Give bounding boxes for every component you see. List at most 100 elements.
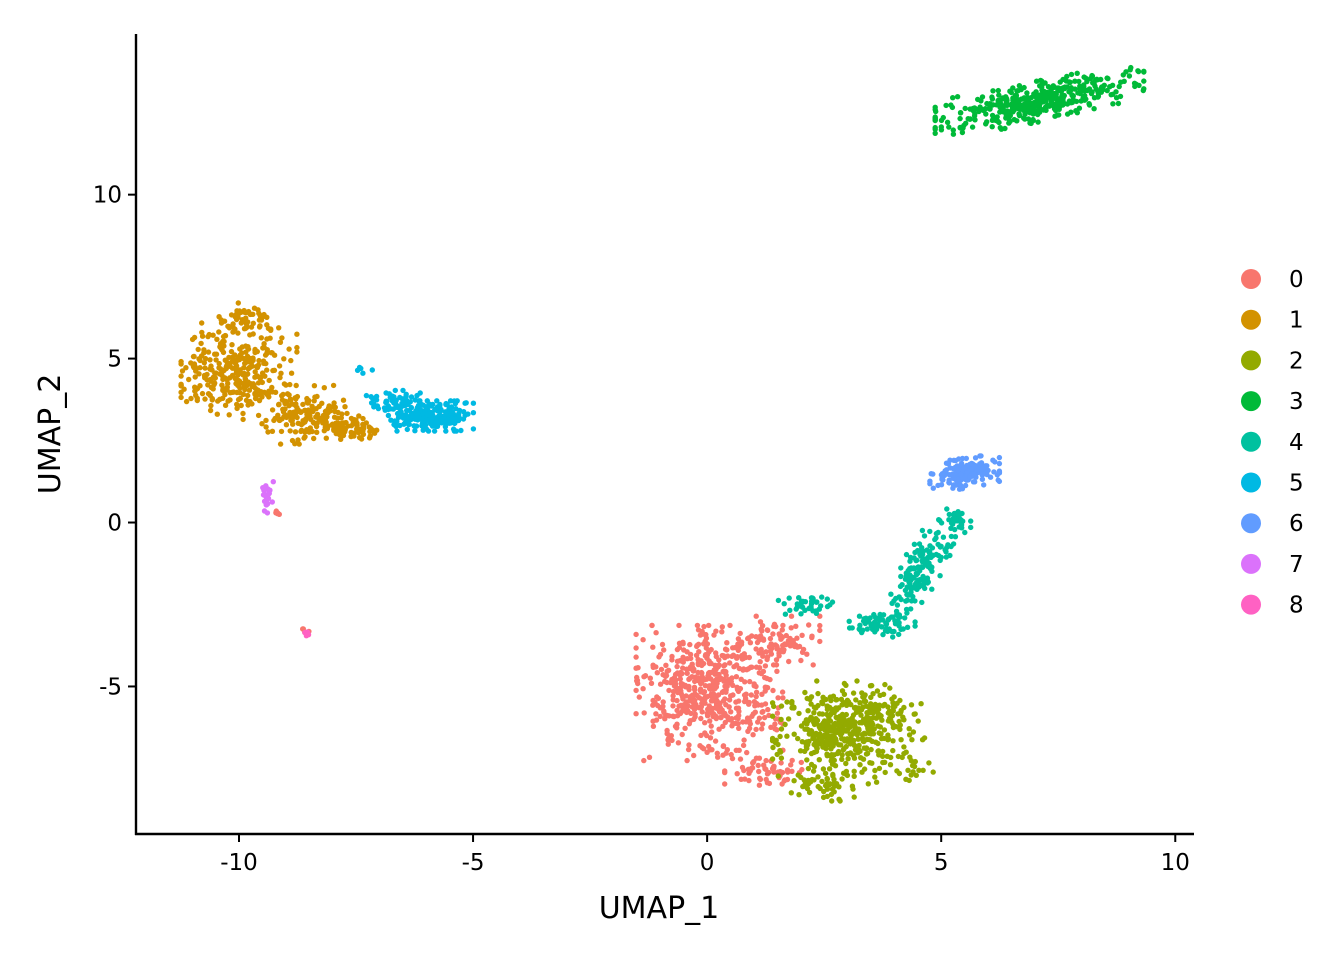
point-cluster-6 [952, 457, 959, 464]
point-cluster-4 [938, 520, 945, 526]
point-cluster-0 [810, 662, 816, 668]
legend-label: 0 [1289, 267, 1304, 293]
point-cluster-5 [414, 404, 421, 411]
point-cluster-1 [189, 336, 196, 343]
point-cluster-1 [282, 406, 288, 412]
point-cluster-0 [692, 714, 698, 720]
legend-label: 4 [1289, 430, 1304, 456]
point-cluster-3 [950, 131, 957, 137]
point-cluster-3 [970, 107, 976, 114]
point-cluster-1 [356, 434, 363, 441]
point-cluster-0 [646, 754, 653, 760]
point-cluster-0 [760, 653, 766, 659]
point-cluster-0 [702, 720, 708, 726]
point-cluster-0 [752, 709, 758, 715]
point-cluster-3 [943, 102, 949, 109]
cluster-6-points [927, 453, 1003, 492]
point-cluster-5 [368, 400, 375, 406]
point-cluster-1 [237, 369, 244, 375]
point-cluster-2 [910, 769, 916, 775]
point-cluster-2 [828, 739, 834, 746]
point-cluster-0 [785, 769, 791, 775]
point-cluster-4 [890, 634, 896, 640]
point-cluster-0 [758, 670, 765, 677]
point-cluster-2 [825, 728, 831, 734]
point-cluster-0 [712, 738, 719, 744]
point-cluster-2 [777, 733, 783, 740]
point-cluster-0 [756, 768, 762, 775]
point-cluster-3 [1051, 95, 1057, 102]
point-cluster-4 [864, 626, 870, 632]
point-cluster-1 [283, 422, 290, 428]
point-cluster-0 [745, 728, 751, 734]
point-cluster-4 [908, 598, 915, 604]
point-cluster-2 [824, 706, 831, 713]
legend-swatch [1241, 553, 1261, 574]
point-cluster-1 [238, 402, 244, 409]
point-cluster-2 [854, 678, 860, 684]
legend-swatch [1241, 431, 1261, 452]
point-cluster-3 [1140, 87, 1147, 94]
point-cluster-1 [178, 389, 184, 395]
point-cluster-5 [400, 387, 406, 394]
point-cluster-1 [229, 389, 236, 395]
point-cluster-2 [847, 736, 853, 742]
point-cluster-0 [680, 659, 686, 665]
point-cluster-0 [633, 631, 639, 638]
point-cluster-0 [753, 755, 760, 761]
point-cluster-3 [1027, 108, 1033, 114]
point-cluster-0 [678, 702, 684, 708]
point-cluster-2 [849, 783, 856, 789]
point-cluster-4 [880, 612, 887, 618]
point-cluster-7 [267, 487, 273, 493]
point-cluster-0 [686, 742, 692, 748]
point-cluster-1 [296, 441, 302, 447]
point-cluster-1 [242, 383, 248, 389]
point-cluster-3 [994, 114, 1000, 120]
point-cluster-4 [952, 526, 958, 533]
point-cluster-2 [893, 724, 899, 730]
point-cluster-2 [841, 691, 848, 697]
point-cluster-0 [759, 628, 765, 634]
point-cluster-5 [408, 404, 415, 411]
point-cluster-2 [876, 730, 882, 736]
point-cluster-4 [896, 631, 902, 638]
point-cluster-3 [1037, 106, 1044, 112]
point-cluster-4 [933, 535, 939, 541]
point-cluster-2 [811, 721, 818, 728]
legend-swatch [1241, 350, 1261, 371]
point-cluster-0 [634, 678, 640, 684]
point-cluster-2 [831, 789, 837, 795]
point-cluster-2 [799, 739, 805, 745]
point-cluster-4 [883, 621, 890, 627]
point-cluster-1 [252, 349, 258, 356]
point-cluster-1 [222, 402, 229, 408]
point-cluster-5 [375, 405, 382, 412]
point-cluster-4 [900, 626, 906, 632]
point-cluster-0 [755, 762, 761, 769]
point-cluster-3 [1030, 117, 1037, 124]
point-cluster-4 [904, 597, 911, 603]
point-cluster-1 [235, 382, 241, 388]
point-cluster-5 [398, 403, 404, 410]
point-cluster-0 [759, 721, 766, 727]
point-cluster-0 [762, 688, 768, 694]
point-cluster-3 [1007, 109, 1013, 115]
point-cluster-1 [288, 370, 295, 376]
point-cluster-6 [972, 479, 978, 485]
point-cluster-0 [787, 635, 793, 642]
point-cluster-1 [277, 374, 283, 381]
point-cluster-3 [1042, 90, 1048, 97]
point-cluster-2 [867, 737, 873, 743]
point-cluster-3 [1091, 106, 1097, 112]
point-cluster-4 [956, 524, 962, 530]
point-cluster-1 [235, 396, 242, 403]
point-cluster-1 [217, 366, 224, 372]
point-cluster-1 [221, 338, 227, 345]
point-cluster-1 [222, 333, 229, 339]
point-cluster-0 [666, 687, 672, 694]
point-cluster-2 [831, 783, 838, 789]
point-cluster-3 [1076, 78, 1082, 85]
point-cluster-0 [759, 709, 765, 715]
